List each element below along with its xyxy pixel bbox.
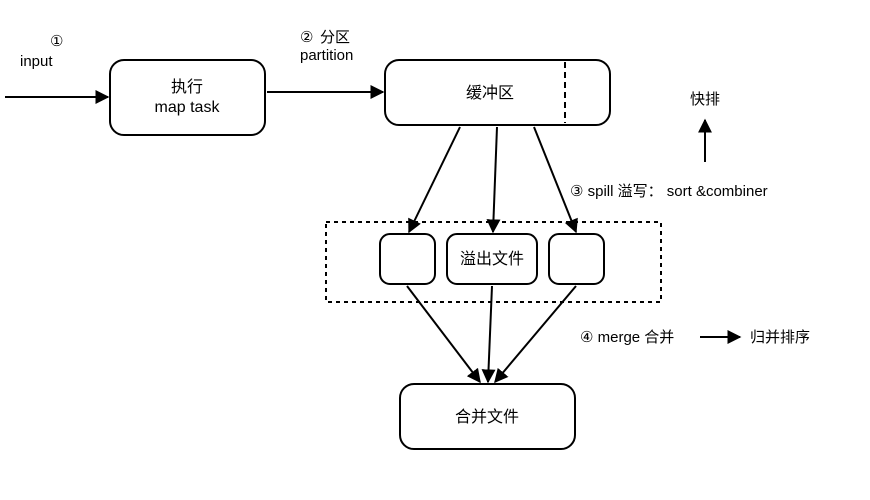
svg-text:执行: 执行 xyxy=(171,78,203,96)
node-merged-file: 合并文件 xyxy=(400,384,575,449)
arrow-spill-mid-merged xyxy=(488,286,492,382)
node-spill-right xyxy=(549,234,604,284)
step3-label: ③ spill 溢写： sort &combiner xyxy=(570,183,768,200)
node-buffer: 缓冲区 xyxy=(385,60,610,125)
svg-text:map task: map task xyxy=(155,99,221,116)
step2-line2: partition xyxy=(300,47,353,64)
arrow-buffer-spill-right xyxy=(534,127,576,232)
svg-text:合并文件: 合并文件 xyxy=(455,408,519,426)
step1-num: ① xyxy=(50,33,63,50)
node-spill-mid: 溢出文件 xyxy=(447,234,537,284)
step2-num: ② xyxy=(300,29,313,46)
step1-text: input xyxy=(20,53,53,70)
arrow-spill-right-merged xyxy=(495,286,576,382)
arrow-buffer-spill-left xyxy=(409,127,460,232)
step2-line1: 分区 xyxy=(320,29,350,46)
arrow-buffer-spill-mid xyxy=(493,127,497,232)
label-quicksort: 快排 xyxy=(690,91,720,108)
svg-text:缓冲区: 缓冲区 xyxy=(466,84,514,102)
node-spill-left xyxy=(380,234,435,284)
label-mergesort: 归并排序 xyxy=(750,329,810,346)
node-map-task: 执行 map task xyxy=(110,60,265,135)
svg-text:溢出文件: 溢出文件 xyxy=(460,250,524,268)
arrow-spill-left-merged xyxy=(407,286,480,382)
step4-label: ④ merge 合并 xyxy=(580,329,674,346)
